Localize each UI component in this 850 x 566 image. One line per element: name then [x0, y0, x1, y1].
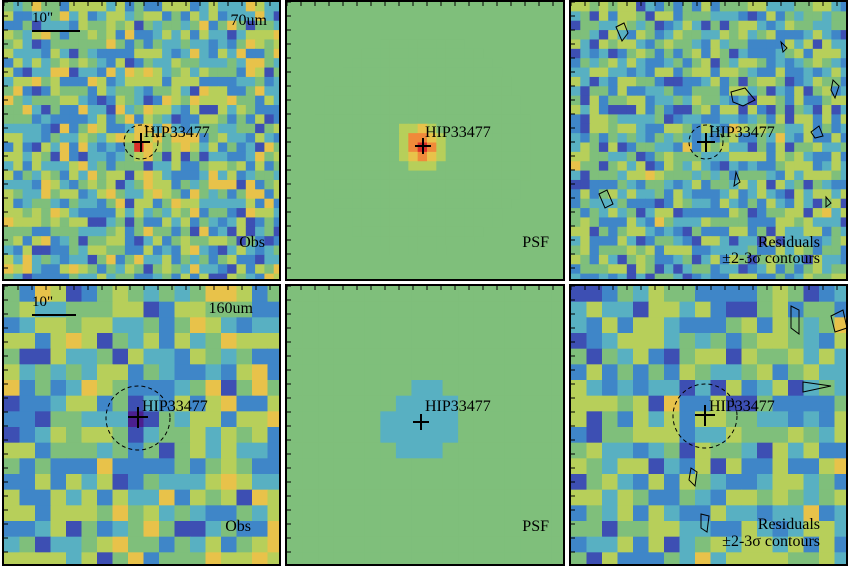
psf-panel-70um: HIP33477 PSF — [285, 0, 565, 281]
corner-label-psf: PSF — [522, 518, 549, 535]
target-label: HIP33477 — [144, 124, 210, 141]
obs-panel-160um: 10" 160um HIP33477 Obs — [2, 284, 281, 566]
corner-label-contours: ±2-3σ contours — [722, 533, 820, 550]
corner-label-psf: PSF — [522, 234, 549, 251]
target-label: HIP33477 — [425, 124, 491, 141]
obs-image-160um — [4, 286, 279, 564]
target-label: HIP33477 — [709, 398, 775, 415]
residuals-image-160um — [571, 286, 846, 564]
corner-label-obs: Obs — [239, 234, 265, 251]
band-label: 70um — [230, 12, 267, 29]
residuals-image-70um — [571, 2, 846, 279]
band-label: 160um — [208, 300, 253, 317]
corner-label-residuals: Residuals — [757, 516, 820, 533]
target-label: HIP33477 — [142, 398, 208, 415]
scale-bar-label: 10" — [32, 294, 54, 310]
residuals-panel-70um: HIP33477 Residuals ±2-3σ contours — [569, 0, 848, 281]
corner-label-obs: Obs — [225, 518, 251, 535]
psf-panel-160um: HIP33477 PSF — [285, 284, 565, 566]
scale-bar — [32, 30, 80, 32]
scale-bar — [32, 314, 76, 316]
target-label: HIP33477 — [425, 398, 491, 415]
scale-bar-label: 10" — [32, 10, 54, 26]
residuals-panel-160um: HIP33477 Residuals ±2-3σ contours — [569, 284, 848, 566]
obs-panel-70um: 10" 70um HIP33477 Obs — [2, 0, 281, 281]
corner-label-residuals: Residuals — [757, 234, 820, 251]
psf-image-160um — [287, 286, 563, 564]
target-label: HIP33477 — [709, 124, 775, 141]
psf-image-70um — [287, 2, 554, 269]
obs-image-70um — [4, 2, 279, 279]
corner-label-contours: ±2-3σ contours — [722, 250, 820, 267]
